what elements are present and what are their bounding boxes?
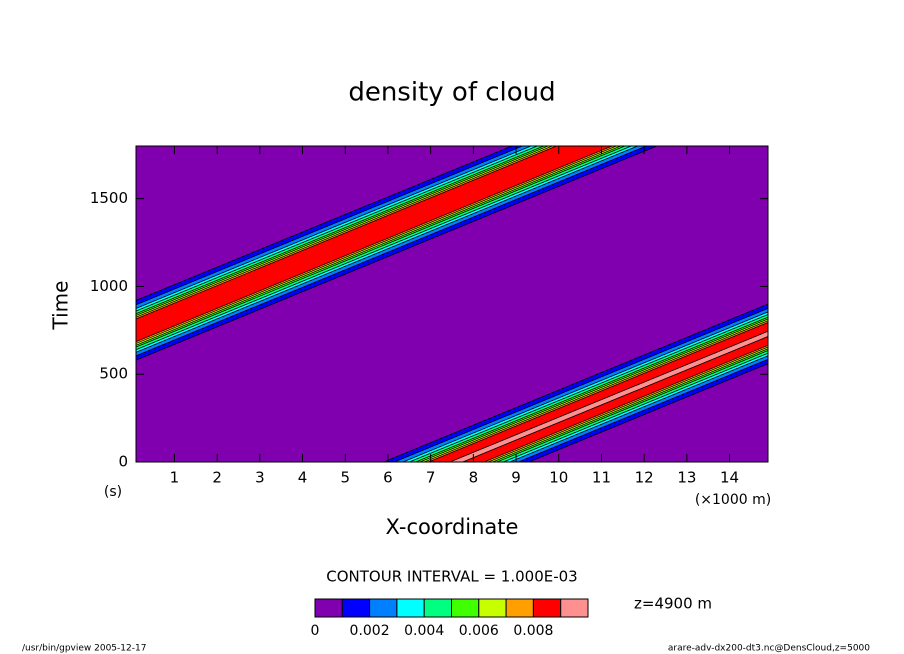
x-tick-label: 7 xyxy=(426,469,436,487)
y-axis-label: Time xyxy=(49,281,73,331)
contour-fill xyxy=(424,320,768,462)
colorbar-box xyxy=(532,598,562,618)
contour-fill xyxy=(394,307,768,462)
contour-fill xyxy=(136,146,632,351)
annotation: z=4900 m xyxy=(634,595,712,613)
x-tick-label: 6 xyxy=(383,469,393,487)
y-tick-label: 500 xyxy=(99,365,128,383)
contour-fill xyxy=(136,146,638,353)
colorbar-box xyxy=(451,598,480,618)
footer-right: arare-adv-dx200-dt3.nc@DensCloud,z=5000 xyxy=(668,644,870,654)
plot-area xyxy=(136,146,768,462)
contour-fill xyxy=(449,330,768,462)
colorbar-box xyxy=(314,598,343,618)
x-unit: (×1000 m) xyxy=(695,492,771,508)
contour-fill xyxy=(136,146,613,343)
contour-fill xyxy=(409,314,768,462)
x-tick-label: 12 xyxy=(635,469,654,487)
colorbar-tick-label: 0.006 xyxy=(459,623,499,639)
plot-frame xyxy=(135,145,769,463)
colorbar-tick-label: 0.004 xyxy=(404,623,444,639)
x-tick-label: 11 xyxy=(592,469,611,487)
x-tick-label: 10 xyxy=(549,469,568,487)
x-tick-label: 5 xyxy=(340,469,350,487)
x-tick-label: 2 xyxy=(212,469,222,487)
chart-title: density of cloud xyxy=(348,78,555,108)
x-axis-label: X-coordinate xyxy=(386,515,519,539)
colorbar-box xyxy=(560,598,589,618)
x-tick-label: 9 xyxy=(511,469,521,487)
y-tick-label: 1000 xyxy=(90,277,128,295)
colorbar-box xyxy=(478,598,507,618)
colorbar-tick-label: 0 xyxy=(311,623,320,639)
colorbar-box xyxy=(505,598,534,618)
y-tick-label: 0 xyxy=(118,453,128,471)
colorbar-tick-label: 0.008 xyxy=(513,623,553,639)
contour-fill xyxy=(136,146,617,344)
contour-fill xyxy=(415,316,768,462)
y-tick-label: 1500 xyxy=(90,189,128,207)
contour-fill xyxy=(419,318,768,462)
x-tick-label: 13 xyxy=(677,469,696,487)
x-tick-label: 8 xyxy=(469,469,479,487)
footer-left: /usr/bin/gpview 2005-12-17 xyxy=(22,644,146,654)
y-unit: (s) xyxy=(104,484,122,500)
colorbar-box xyxy=(369,598,398,618)
x-tick-label: 1 xyxy=(170,469,180,487)
colorbar-box xyxy=(341,598,371,618)
colorbar-tick-label: 0.002 xyxy=(350,623,390,639)
colorbar-title: CONTOUR INTERVAL = 1.000E-03 xyxy=(326,568,577,586)
x-tick-label: 4 xyxy=(298,469,308,487)
x-tick-label: 14 xyxy=(720,469,739,487)
contour-fill xyxy=(136,146,647,357)
contour-fill xyxy=(402,311,768,462)
contour-fill xyxy=(383,303,768,462)
contour-fill xyxy=(136,146,658,361)
x-tick-label: 3 xyxy=(255,469,265,487)
contour-fill xyxy=(136,146,621,346)
colorbar-box xyxy=(423,598,453,618)
contour-fill xyxy=(428,322,768,462)
colorbar-box xyxy=(396,598,425,618)
contour-fill xyxy=(136,146,626,348)
